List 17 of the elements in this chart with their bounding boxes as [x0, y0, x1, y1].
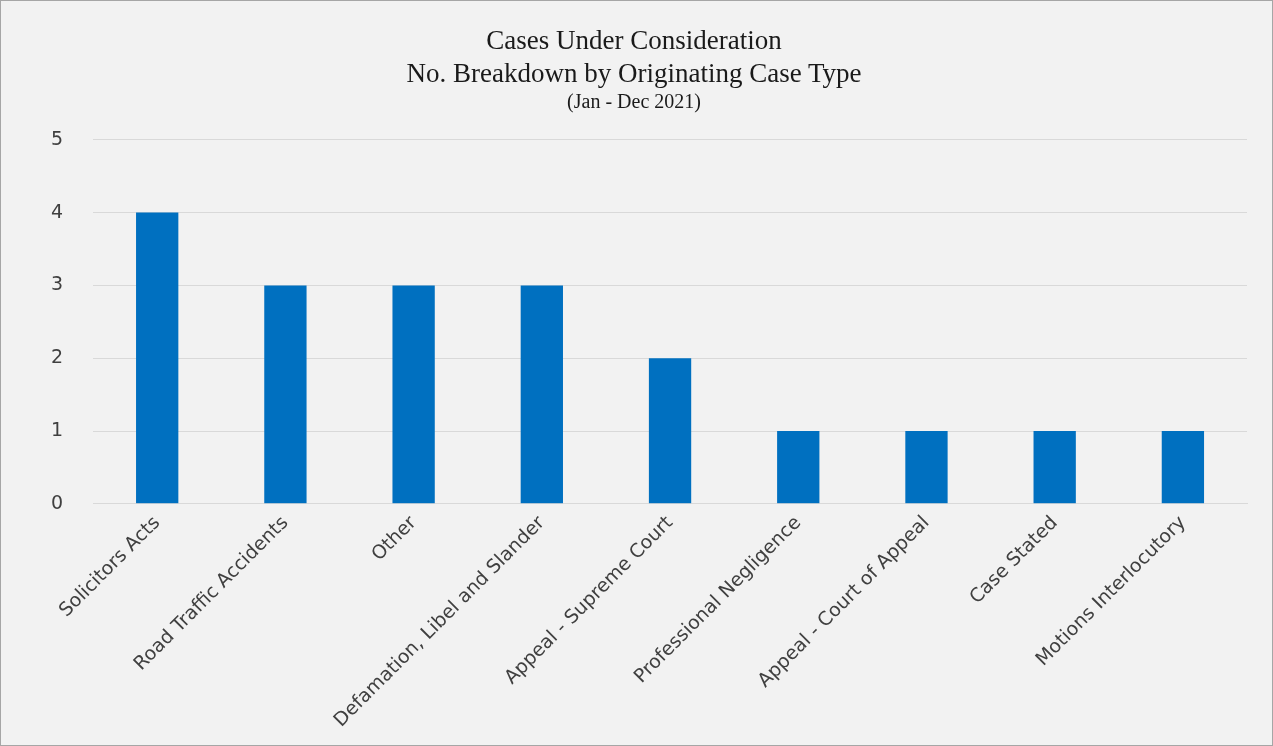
- bar: [520, 285, 563, 504]
- y-tick-label: 4: [50, 199, 64, 222]
- bar: [392, 285, 435, 504]
- bar: [777, 431, 820, 504]
- chart-subtitle: (Jan - Dec 2021): [567, 90, 701, 114]
- bar: [1161, 431, 1205, 504]
- y-tick-label: 3: [50, 272, 64, 295]
- chart-title: Cases Under Consideration No. Breakdown by Originating Case Type: [406, 25, 862, 88]
- y-tick-label: 0: [50, 490, 64, 513]
- bar: [136, 212, 179, 504]
- bar: [1033, 431, 1076, 504]
- bar: [905, 431, 948, 504]
- y-tick-label: 5: [50, 126, 64, 149]
- bar: [264, 285, 307, 504]
- y-tick-label: 1: [50, 417, 64, 440]
- bar: [648, 358, 692, 504]
- y-tick-label: 2: [50, 345, 64, 368]
